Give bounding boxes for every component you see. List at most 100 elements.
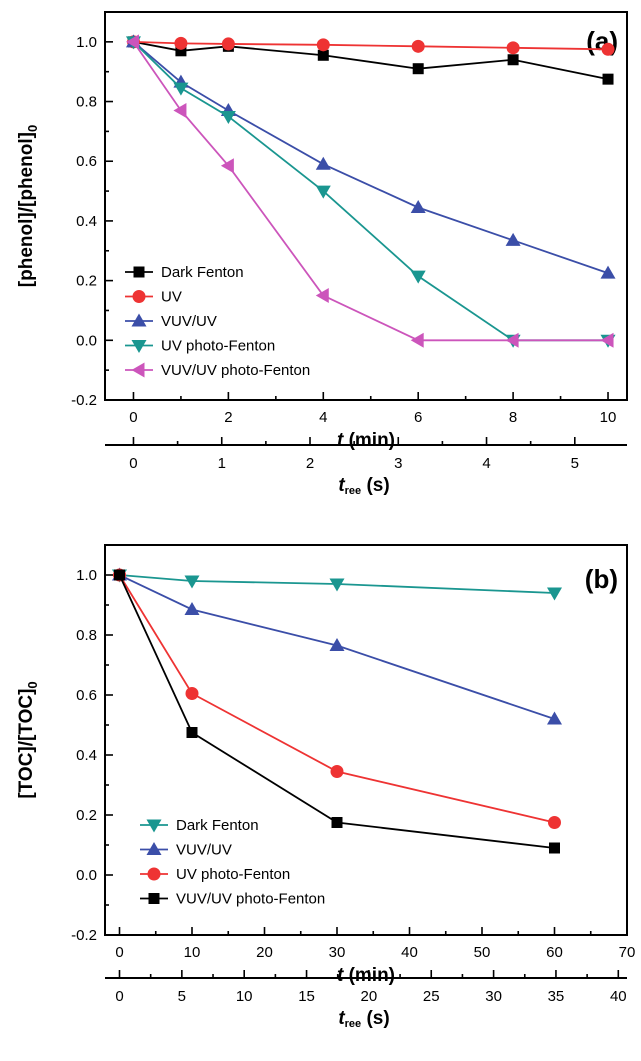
legend-label: VUV/UV: [161, 313, 217, 330]
legend-marker: [133, 266, 145, 278]
series-line: [118, 574, 555, 849]
data-point: [505, 232, 521, 246]
plot-frame: [104, 11, 628, 401]
x-tick-label: 20: [256, 944, 273, 961]
y-tick-label: 0.8: [76, 627, 97, 644]
y-tick-label: 0.8: [76, 94, 97, 111]
x-tick-label: 8: [509, 409, 517, 426]
legend-marker: [131, 313, 147, 327]
y-tick-label: 0.0: [76, 332, 97, 349]
series-vuv-uv-photo-fenton: [114, 569, 560, 854]
data-point: [600, 265, 616, 279]
x-tick-label: 30: [329, 944, 346, 961]
x-axis-title: t (min): [337, 965, 395, 986]
series-line: [119, 574, 555, 594]
data-point: [507, 54, 519, 66]
x2-tick-label: 0: [129, 455, 137, 472]
x2-tick-label: 25: [423, 988, 440, 1005]
data-point: [330, 765, 344, 778]
series-line: [132, 41, 609, 275]
x2-tick-label: 5: [571, 455, 579, 472]
legend-label: Dark Fenton: [176, 817, 259, 834]
legend-marker: [132, 290, 146, 303]
x-tick-label: 70: [619, 944, 636, 961]
legend-marker: [147, 867, 161, 881]
y-tick-label: 0.2: [76, 273, 97, 290]
x2-tick-label: 30: [485, 988, 502, 1005]
x-tick-label: 10: [600, 409, 617, 426]
data-point: [329, 578, 345, 592]
secondary-axis-title: tree (s): [338, 475, 389, 497]
plot-frame: [104, 544, 628, 936]
data-point: [173, 82, 189, 96]
legend: Dark Fenton VUV/UV UV photo-Fenton VUV/UV p…: [140, 817, 325, 908]
legend-label: UV photo-Fenton: [176, 866, 290, 883]
legend: Dark Fenton UV VUV/UV UV photo-Fenton VUV/UV…: [125, 264, 310, 379]
data-point: [410, 270, 426, 284]
data-point: [315, 156, 331, 170]
data-point: [506, 41, 520, 55]
x2-tick-label: 2: [306, 455, 314, 472]
x-tick-label: 2: [224, 409, 232, 426]
legend-label: VUV/UV: [176, 842, 232, 859]
legend-marker: [148, 893, 160, 904]
x-axis-title: t (min): [337, 430, 395, 451]
x2-tick-label: 1: [218, 455, 226, 472]
y-tick-label: 0.6: [76, 153, 97, 170]
data-point: [184, 602, 200, 615]
x-tick-label: 60: [546, 944, 563, 961]
data-point: [329, 638, 345, 651]
data-point: [410, 332, 424, 348]
x2-tick-label: 40: [610, 988, 627, 1005]
y-axis-title: [phenol]/[phenol]0: [16, 125, 40, 287]
y-tick-label: 1.0: [76, 34, 97, 51]
x-tick-label: 10: [184, 944, 201, 961]
legend-label: VUV/UV photo-Fenton: [161, 362, 310, 379]
y-tick-label: 0.4: [76, 213, 97, 230]
panel-b: -0.20.00.20.40.60.81.00 10 20 30 40 50 60 70t (…: [16, 544, 636, 1030]
data-point: [547, 587, 562, 601]
data-point: [411, 39, 425, 53]
legend-label: Dark Fenton: [161, 264, 244, 281]
data-point: [602, 73, 614, 85]
series-line: [119, 574, 555, 720]
y-tick-label: -0.2: [71, 927, 97, 944]
legend-marker: [131, 340, 147, 353]
data-point: [505, 332, 519, 348]
legend-label: UV: [161, 289, 182, 306]
y-tick-label: 0.2: [76, 807, 97, 824]
data-point: [185, 687, 199, 700]
series-uv-photo-fenton: [125, 36, 616, 348]
secondary-axis-title: tree (s): [338, 1008, 389, 1030]
data-point: [317, 49, 329, 61]
data-point: [175, 45, 187, 57]
legend-marker: [131, 362, 145, 378]
x2-tick-label: 0: [115, 988, 123, 1005]
x2-tick-label: 5: [178, 988, 186, 1005]
x-tick-label: 50: [474, 944, 491, 961]
data-point: [221, 37, 235, 51]
data-point: [174, 36, 188, 50]
legend-label: VUV/UV photo-Fenton: [176, 891, 325, 908]
data-point: [125, 34, 139, 50]
data-point: [316, 38, 330, 52]
x-tick-label: 6: [414, 409, 422, 426]
data-point: [600, 332, 614, 348]
x2-tick-label: 15: [298, 988, 315, 1005]
data-point: [549, 842, 560, 854]
data-point: [186, 727, 198, 738]
data-point: [173, 102, 187, 118]
x-tick-label: 40: [401, 944, 418, 961]
legend-marker: [146, 819, 162, 833]
series-dark-fenton: [112, 569, 562, 601]
data-point: [184, 575, 200, 589]
panel-a: -0.2 0.0 0.2 0.4 0.6 0.8 1.0 0 2 4 6 8 10 t (min) 0 1 2 3…: [16, 11, 628, 497]
x2-tick-label: 20: [361, 988, 378, 1005]
data-point: [315, 185, 331, 199]
data-point: [548, 816, 561, 829]
y-axis-title: [TOC]/[TOC]0: [16, 681, 40, 798]
data-point: [220, 158, 234, 174]
series-line: [118, 574, 555, 824]
data-point: [412, 63, 424, 75]
